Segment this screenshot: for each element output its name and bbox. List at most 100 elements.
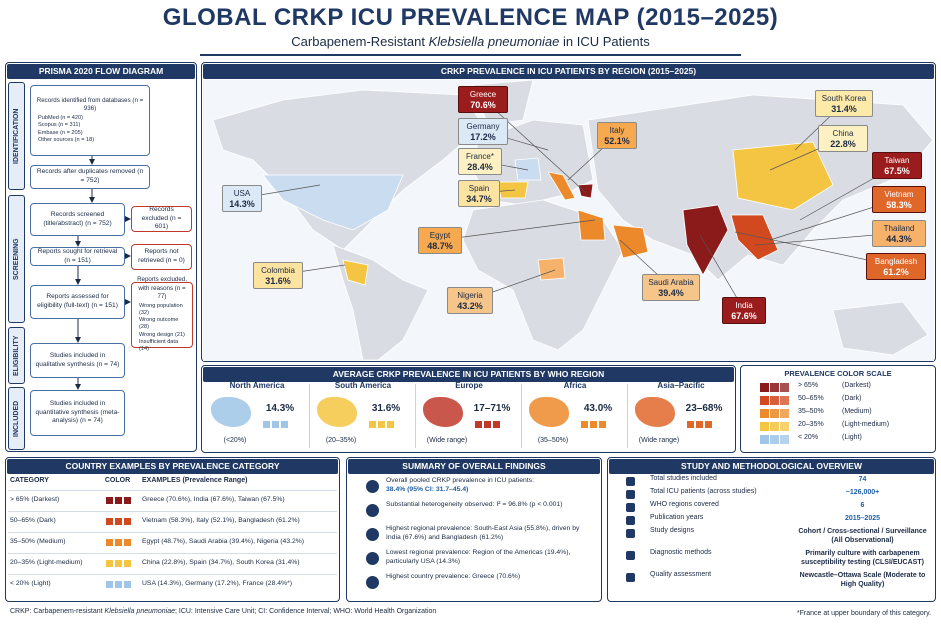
- metric-value: 2015–2025: [844, 515, 881, 522]
- scale-label: 35–50%: [798, 408, 824, 415]
- swatch: [475, 421, 482, 428]
- finding: Overall pooled CRKP prevalence in ICU pa…: [386, 477, 596, 501]
- scale-desc: (Dark): [842, 395, 862, 402]
- region-range: (Wide range): [426, 437, 468, 444]
- region-range: (35–50%): [537, 437, 569, 444]
- region-map: [317, 397, 357, 427]
- swatch: [115, 581, 122, 588]
- icon: [626, 551, 635, 560]
- flow-box: Records screened (title/abstract) (n = 7…: [30, 203, 125, 236]
- metric-value: 6: [860, 502, 865, 509]
- row-rule: [8, 511, 337, 512]
- country-value: 14.3%: [229, 199, 255, 209]
- divider: [309, 384, 310, 448]
- swatch: [124, 497, 131, 504]
- scale-label: 50–65%: [798, 395, 824, 402]
- flow-box: Studies included in quantitative synthes…: [30, 390, 125, 436]
- region-value: 43.0%: [583, 403, 613, 414]
- swatch: [106, 518, 113, 525]
- panel-title: SUMMARY OF OVERALL FINDINGS: [348, 459, 600, 474]
- swatch: [281, 421, 288, 428]
- scale-desc: (Darkest): [842, 382, 871, 389]
- scale-panel: [740, 365, 936, 453]
- country-label: Nigeria 43.2%: [447, 287, 493, 314]
- finding-text: Lowest regional prevalence: Region of th…: [386, 549, 571, 565]
- icon: [626, 503, 635, 512]
- metric-value: Cohort / Cross-sectional / Surveillance …: [798, 528, 927, 545]
- icon: [366, 528, 379, 541]
- swatch: [106, 560, 113, 567]
- metric: WHO regions covered: [650, 501, 719, 508]
- metric-value: 74: [858, 476, 867, 483]
- country-value: 31.4%: [831, 104, 857, 114]
- country-name: South Korea: [821, 94, 867, 103]
- panel-title: COUNTRY EXAMPLES BY PREVALENCE CATEGORY: [7, 459, 338, 474]
- flow-box: Reports assessed for eligibility (full-t…: [30, 285, 125, 319]
- swatch: [780, 409, 789, 418]
- metric: Publication years: [650, 514, 704, 521]
- country-label: India 67.6%: [722, 297, 766, 324]
- panel-title: STUDY AND METHODOLOGICAL OVERVIEW: [609, 459, 934, 474]
- phase-label: SCREENING: [8, 195, 25, 323]
- flow-box-text: Records excluded (n = 601): [141, 206, 182, 231]
- india: [682, 204, 729, 276]
- row-rule: [8, 574, 337, 575]
- swatch: [780, 435, 789, 444]
- finding-text: Overall pooled CRKP prevalence in ICU pa…: [386, 477, 534, 484]
- scale-label: < 20%: [798, 434, 819, 441]
- finding: Lowest regional prevalence: Region of th…: [386, 549, 596, 573]
- region-name: Asia–Pacific: [657, 381, 705, 390]
- region-name: Europe: [455, 381, 483, 390]
- flow-box-text: Records screened (title/abstract) (n = 7…: [43, 210, 112, 227]
- flow-box-text: Records identified from databases (n = 9…: [36, 96, 144, 112]
- flow-box-item: Wrong outcome (28): [139, 317, 179, 331]
- flow-box-text: Records after duplicates removed (n = 75…: [36, 168, 144, 184]
- flow-box-item: Insufficient data (14): [139, 339, 179, 353]
- swatch: [770, 383, 779, 392]
- country-value: 28.4%: [467, 162, 493, 172]
- scale-label: > 65%: [798, 382, 819, 389]
- country-name: Colombia: [261, 266, 295, 275]
- title-rule: [200, 54, 741, 56]
- country-label: China 22.8%: [818, 125, 868, 152]
- subtitle-part: Carbapenem-Resistant: [291, 34, 429, 49]
- row-rule: [8, 553, 337, 554]
- country-value: 61.2%: [883, 267, 909, 277]
- flow-box: Reports sought for retrieval (n = 151): [30, 247, 125, 266]
- swatch: [124, 560, 131, 567]
- region-range: (<20%): [223, 437, 247, 444]
- divider: [627, 384, 628, 448]
- column-header: EXAMPLES (Prevalence Range): [142, 477, 248, 484]
- swatch: [760, 396, 769, 405]
- flow-box: Studies included in qualitative synthesi…: [30, 343, 125, 378]
- swatch: [106, 497, 113, 504]
- country-name: USA: [233, 189, 251, 198]
- footnote: CRKP: Carbapenem-resistant Klebsiella pn…: [10, 608, 660, 620]
- icon: [626, 573, 635, 582]
- summary-panel: [346, 457, 602, 602]
- region-value: 31.6%: [371, 403, 401, 414]
- icon: [626, 477, 635, 486]
- swatch: [484, 421, 491, 428]
- footnote-part: CRKP: Carbapenem-resistant: [10, 608, 105, 615]
- country-label: Vietnam 58.3%: [872, 186, 926, 213]
- country-value: 52.1%: [604, 136, 630, 146]
- region-range: (20–35%): [325, 437, 357, 444]
- country-label: Taiwan 67.5%: [872, 152, 922, 179]
- country-name: Saudi Arabia: [648, 278, 694, 287]
- subtitle: Carbapenem-Resistant Klebsiella pneumoni…: [0, 34, 941, 52]
- swatch: [124, 539, 131, 546]
- flow-box: Records identified from databases (n = 9…: [30, 85, 150, 156]
- title: GLOBAL CRKP ICU PREVALENCE MAP (2015–202…: [162, 4, 779, 31]
- swatch: [599, 421, 606, 428]
- category: 35–50% (Medium): [10, 538, 66, 545]
- icon: [366, 480, 379, 493]
- examples-panel: [5, 457, 340, 602]
- swatch: [760, 435, 769, 444]
- swatch: [780, 383, 789, 392]
- region-name: South America: [334, 381, 392, 390]
- leader-line: [482, 98, 586, 193]
- region-name: North America: [229, 381, 285, 390]
- world-map: [203, 80, 934, 361]
